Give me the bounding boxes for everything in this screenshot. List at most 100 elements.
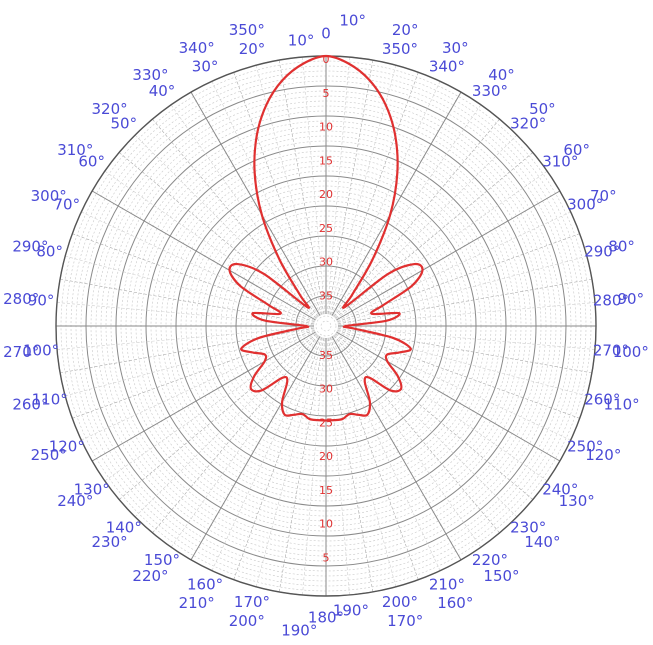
angle-label-outer: 300° <box>31 187 67 205</box>
grid-spoke <box>330 336 441 571</box>
radial-tick-label: 10 <box>319 121 333 134</box>
angle-label-inner: 220° <box>472 551 508 569</box>
grid-spoke <box>327 60 374 315</box>
grid-spoke <box>233 337 323 580</box>
grid-spoke <box>327 337 374 592</box>
pattern-point <box>264 319 267 322</box>
angle-label-inner: 170° <box>234 593 270 611</box>
angle-label-inner: 30° <box>192 57 219 75</box>
grid-spoke <box>72 233 315 323</box>
pattern-point <box>394 134 397 137</box>
grid-spoke <box>190 91 321 316</box>
pattern-point <box>386 360 389 363</box>
angle-label-outer: 240° <box>57 492 93 510</box>
grid-spoke <box>337 326 595 350</box>
pattern-point <box>316 419 319 422</box>
pattern-point <box>250 388 252 390</box>
grid-spoke <box>333 118 500 318</box>
radial-tick-label: 35 <box>319 289 333 302</box>
grid-spoke <box>334 334 518 518</box>
pattern-point <box>413 263 416 265</box>
radial-tick-labels: 0 5 5 10 10 15 15 20 20 25 25 30 30 35 35 <box>319 53 333 564</box>
pattern-point <box>263 360 266 363</box>
grid-spoke <box>170 104 320 317</box>
radial-tick-label: 15 <box>319 154 333 167</box>
grid-spoke <box>81 330 316 441</box>
angle-label-outer: 200° <box>229 612 265 630</box>
angle-label-outer: 350° <box>229 21 265 39</box>
grid-spoke <box>330 81 441 316</box>
pattern-point <box>352 327 354 330</box>
grid-spoke <box>91 190 316 321</box>
pattern-point <box>366 413 369 416</box>
angle-label-outer: 180° <box>308 609 344 627</box>
pattern-point <box>396 375 399 378</box>
grid-spoke <box>337 255 587 324</box>
pattern-point <box>279 312 282 315</box>
grid-spoke <box>334 152 534 319</box>
radial-tick-label: 25 <box>319 416 333 429</box>
pattern-point <box>348 62 350 65</box>
grid-spoke <box>337 278 592 325</box>
pattern-point <box>357 413 360 416</box>
grid-spoke <box>118 152 318 319</box>
angle-label-outer: 80° <box>608 237 635 255</box>
radial-tick-label: 5 <box>323 87 330 100</box>
grid-spoke <box>134 134 318 318</box>
pattern-point <box>253 375 256 378</box>
pattern-point <box>236 263 239 265</box>
pattern-point <box>400 388 402 390</box>
grid-spoke <box>328 337 397 587</box>
grid-spoke <box>336 190 561 321</box>
pattern-point <box>281 79 284 81</box>
angle-label-inner: 160° <box>187 576 223 594</box>
grid-spoke <box>328 65 397 315</box>
pattern-point <box>228 269 231 272</box>
angle-labels: 010°350°20°340°30°330°40°320°50°310°60°3… <box>3 12 649 640</box>
grid-spoke <box>337 328 587 397</box>
pattern-point <box>344 306 346 308</box>
grid-spoke <box>211 336 322 571</box>
angle-label-outer: 30° <box>442 39 469 57</box>
pattern-point <box>325 419 327 422</box>
radial-tick-label: 25 <box>319 222 333 235</box>
angle-label-outer: 90° <box>618 290 645 308</box>
angle-label-outer: 160° <box>437 594 473 612</box>
pattern-point <box>239 285 242 287</box>
grid-spoke <box>331 91 462 316</box>
angle-label-inner: 100° <box>23 341 59 359</box>
angle-label-outer: 230° <box>92 533 128 551</box>
angle-label-inner: 130° <box>74 481 110 499</box>
grid-spoke <box>332 335 482 548</box>
angle-label-outer: 340° <box>179 39 215 57</box>
grid-spoke <box>152 118 319 318</box>
pattern-point <box>341 418 344 420</box>
grid-spoke <box>104 170 317 320</box>
angle-label-inner: 330° <box>472 82 508 100</box>
pattern-point <box>368 376 371 379</box>
radial-tick-label: 0 <box>323 53 330 66</box>
angle-label-outer: 20° <box>392 21 419 39</box>
pattern-point <box>281 376 284 379</box>
grid-spoke <box>57 302 315 326</box>
grid-spoke <box>329 337 419 580</box>
angle-label-inner: 120° <box>49 437 85 455</box>
grid-spoke <box>170 335 320 548</box>
pattern-point <box>292 413 295 416</box>
angle-label-outer: 170° <box>387 612 423 630</box>
pattern-point <box>371 258 374 261</box>
pattern-point <box>351 294 353 296</box>
grid-spoke <box>336 330 571 441</box>
grid-spoke <box>118 333 318 500</box>
pattern-point <box>301 413 304 415</box>
pattern-point <box>325 55 327 57</box>
pattern-point <box>268 304 270 307</box>
angle-label-inner: 20° <box>239 40 266 58</box>
angle-label-inner: 150° <box>144 551 180 569</box>
pattern-point <box>398 312 401 315</box>
radial-tick-label: 10 <box>319 518 333 531</box>
grid-spoke <box>326 337 350 595</box>
pattern-point <box>386 353 389 356</box>
grid-spoke <box>335 332 548 482</box>
